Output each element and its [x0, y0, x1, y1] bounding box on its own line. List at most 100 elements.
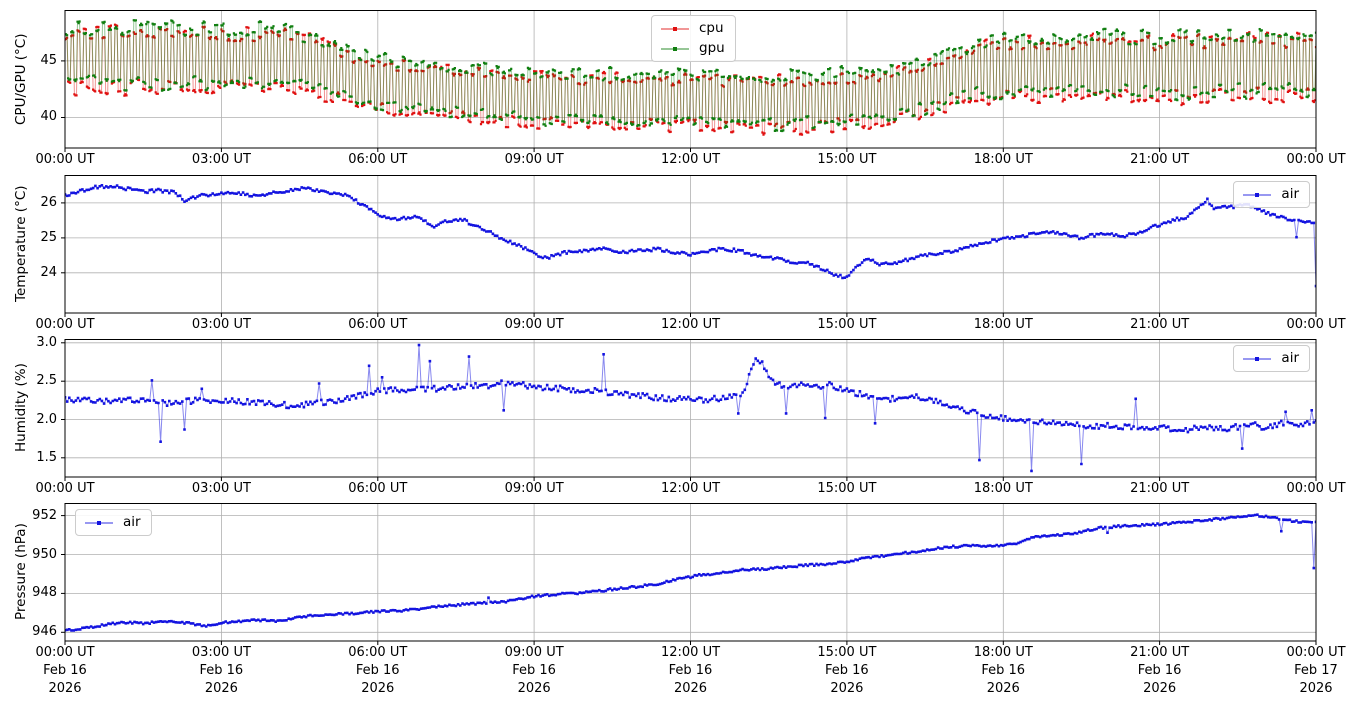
x-tick-date: Feb 16	[668, 663, 713, 678]
y-tick-label: 25	[40, 229, 57, 245]
plot-area-humidity: air	[61, 339, 1320, 483]
legend-entry-gpu: gpu	[660, 40, 725, 57]
legend-entry-air: air	[1242, 186, 1299, 203]
x-tick-label: 18:00 UT	[973, 152, 1033, 167]
plot-area-temperature: air	[61, 175, 1320, 319]
x-tick-date: Feb 16	[43, 663, 87, 678]
x-tick-label: 12:00 UT	[660, 152, 721, 167]
axis-ticks	[61, 60, 1317, 152]
x-tick-year: 2026	[204, 681, 238, 696]
legend-entry-cpu: cpu	[660, 20, 725, 37]
x-tick-label: 06:00 UT	[348, 317, 408, 332]
legend-sample-gpu	[661, 46, 689, 51]
gridlines	[65, 339, 1316, 477]
y-tick-label: 2.0	[36, 411, 57, 427]
series-markers-cpu	[65, 23, 1316, 136]
legend-humidity: air	[1233, 345, 1310, 372]
legend-sample-air	[1243, 192, 1272, 197]
legend-sample-air	[1243, 356, 1272, 361]
x-tick-date: Feb 17	[1294, 663, 1338, 678]
chart-svg-temperature	[61, 175, 1317, 317]
x-tick-date: Feb 16	[199, 663, 244, 678]
y-tick-label: 948	[32, 585, 57, 601]
legend-temperature: air	[1233, 181, 1310, 208]
y-tick-label: 946	[32, 624, 57, 640]
x-tick-label: 12:00 UT	[660, 481, 721, 496]
x-tick-year: 2026	[517, 681, 551, 696]
x-tick-date: Feb 16	[1137, 663, 1182, 678]
x-tick-label: 00:00 UT	[35, 481, 95, 496]
x-tick-label: 03:00 UT	[191, 645, 251, 660]
legend-cpu-gpu: cpu gpu	[651, 15, 736, 62]
x-tick-year: 2026	[830, 681, 864, 696]
chart-svg-humidity	[61, 339, 1317, 481]
x-tick-date: Feb 16	[512, 663, 556, 678]
y-tick-label: 2.5	[36, 373, 57, 389]
legend-label: air	[123, 514, 141, 530]
x-tick-label: 00:00 UT	[35, 152, 95, 167]
x-tick-label: 00:00 UT	[1286, 645, 1346, 660]
legend-entry-air: air	[1242, 350, 1299, 367]
x-tick-label: 00:00 UT	[1286, 317, 1346, 332]
x-tick-label: 21:00 UT	[1130, 645, 1190, 660]
x-tick-label: 00:00 UT	[35, 645, 95, 660]
legend-label: cpu	[699, 20, 724, 36]
x-tick-date: Feb 16	[981, 663, 1026, 678]
x-tick-date: Feb 16	[355, 663, 400, 678]
x-tick-year: 2026	[1299, 681, 1333, 696]
plot-area-pressure: air	[61, 503, 1320, 647]
x-tick-label: 15:00 UT	[817, 481, 877, 496]
series-markers-gpu	[65, 19, 1316, 133]
x-tick-label: 21:00 UT	[1130, 481, 1190, 496]
x-tick-label: 09:00 UT	[504, 317, 564, 332]
axis-ticks	[61, 342, 1317, 481]
legend-label: air	[1281, 186, 1299, 202]
y-axis-label-cpu-gpu: CPU/GPU (°C)	[13, 33, 29, 125]
x-tick-label: 21:00 UT	[1130, 152, 1190, 167]
x-tick-label: 18:00 UT	[973, 481, 1033, 496]
legend-label: gpu	[699, 40, 725, 56]
x-tick-date: Feb 16	[825, 663, 869, 678]
plot-area-cpu-gpu: cpu gpu	[61, 10, 1320, 154]
x-tick-label: 18:00 UT	[973, 645, 1033, 660]
x-tick-label: 12:00 UT	[660, 317, 721, 332]
x-tick-label: 21:00 UT	[1130, 317, 1190, 332]
y-tick-label: 952	[32, 507, 57, 523]
x-tick-label: 00:00 UT	[1286, 152, 1346, 167]
axis-ticks	[61, 515, 1317, 645]
legend-pressure: air	[75, 509, 152, 536]
x-tick-label: 06:00 UT	[348, 481, 408, 496]
x-tick-label: 06:00 UT	[348, 152, 408, 167]
legend-label: air	[1281, 350, 1299, 366]
x-tick-label: 03:00 UT	[191, 481, 251, 496]
x-tick-year: 2026	[673, 681, 708, 696]
y-tick-label: 40	[40, 109, 57, 125]
y-tick-label: 3.0	[36, 334, 57, 350]
legend-sample-air	[85, 520, 113, 525]
legend-entry-air: air	[84, 514, 141, 531]
y-tick-label: 26	[40, 194, 57, 210]
x-tick-year: 2026	[1143, 681, 1177, 696]
x-tick-label: 18:00 UT	[973, 317, 1033, 332]
x-tick-label: 03:00 UT	[191, 152, 251, 167]
axis-ticks	[61, 202, 1317, 317]
x-tick-label: 09:00 UT	[504, 152, 564, 167]
x-tick-label: 15:00 UT	[817, 645, 877, 660]
chart-svg-pressure	[61, 503, 1317, 645]
x-tick-label: 15:00 UT	[817, 317, 877, 332]
x-tick-label: 03:00 UT	[191, 317, 251, 332]
x-tick-label: 00:00 UT	[1286, 481, 1346, 496]
x-tick-label: 09:00 UT	[504, 481, 564, 496]
legend-sample-cpu	[661, 26, 689, 31]
x-tick-label: 00:00 UT	[35, 317, 95, 332]
x-tick-year: 2026	[48, 681, 82, 696]
x-tick-label: 12:00 UT	[660, 645, 721, 660]
gridlines	[65, 503, 1316, 641]
y-axis-label-pressure: Pressure (hPa)	[13, 523, 29, 621]
x-tick-year: 2026	[361, 681, 395, 696]
x-tick-label: 06:00 UT	[348, 645, 408, 660]
x-tick-year: 2026	[986, 681, 1020, 696]
gridlines	[65, 175, 1316, 313]
y-tick-label: 1.5	[36, 449, 57, 465]
